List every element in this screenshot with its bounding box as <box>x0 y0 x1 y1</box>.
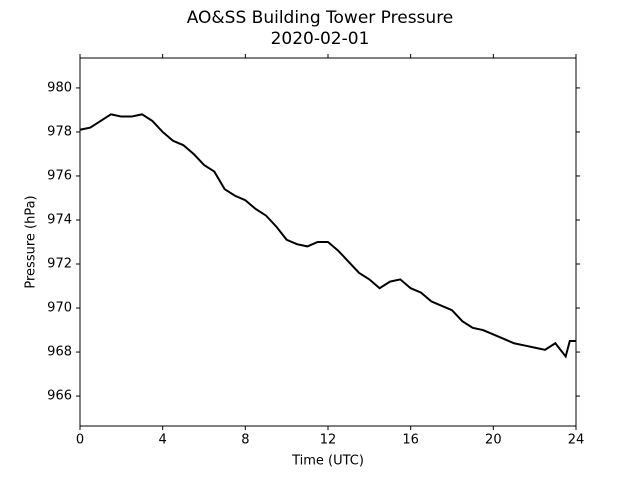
y-tick-label: 970 <box>47 301 72 316</box>
y-tick-label: 972 <box>47 257 72 272</box>
y-tick-label: 974 <box>47 212 72 227</box>
y-tick-label: 980 <box>47 80 72 95</box>
x-tick-label: 0 <box>76 433 84 448</box>
chart-title: AO&SS Building Tower Pressure <box>187 8 454 28</box>
x-tick-label: 12 <box>320 433 337 448</box>
y-tick-label: 968 <box>47 345 72 360</box>
x-tick-label: 8 <box>241 433 249 448</box>
x-tick-label: 20 <box>485 433 502 448</box>
x-tick-label: 4 <box>159 433 167 448</box>
y-tick-label: 966 <box>47 389 72 404</box>
data-line <box>79 113 576 359</box>
x-tick-label: 16 <box>402 433 419 448</box>
y-tick-label: 976 <box>47 168 72 183</box>
y-axis-label: Pressure (hPa) <box>24 195 39 288</box>
plot-frame <box>79 57 577 427</box>
x-tick-label: 24 <box>568 433 585 448</box>
y-tick-label: 978 <box>47 124 72 139</box>
x-axis-label: Time (UTC) <box>291 454 364 469</box>
chart-subtitle: 2020-02-01 <box>271 29 370 49</box>
